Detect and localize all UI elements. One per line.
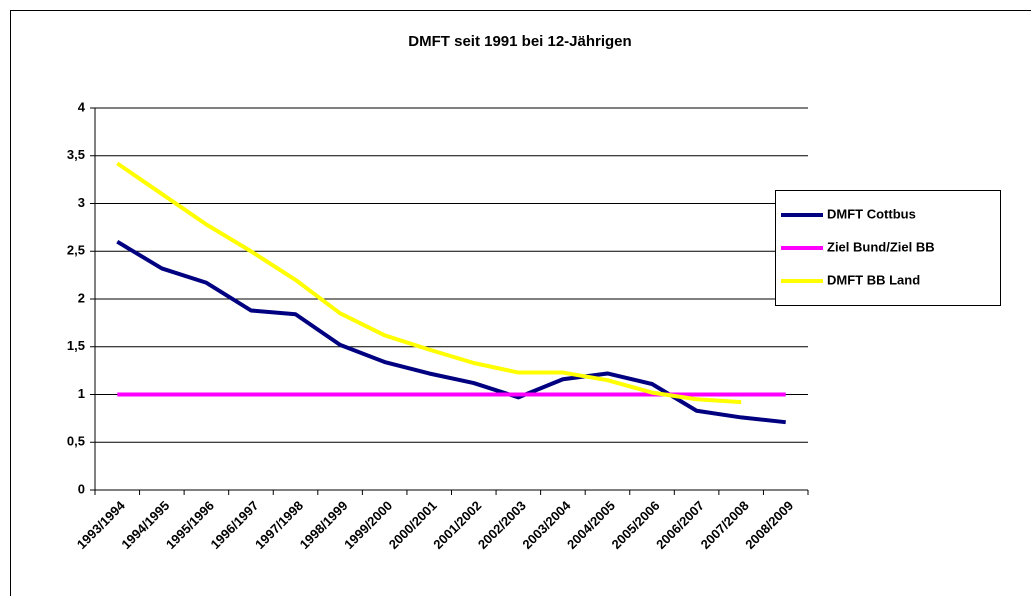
y-tick-label: 2,5 — [67, 243, 85, 258]
chart-title: DMFT seit 1991 bei 12-Jährigen — [408, 33, 631, 50]
y-tick-label: 4 — [78, 99, 86, 114]
legend-label: Ziel Bund/Ziel BB — [827, 239, 935, 254]
y-tick-label: 3 — [78, 195, 85, 210]
y-tick-label: 1 — [78, 386, 85, 401]
legend-label: DMFT BB Land — [827, 272, 920, 287]
series-line — [116, 161, 742, 405]
legend-label: DMFT Cottbus — [827, 206, 916, 221]
y-tick-label: 3,5 — [67, 147, 85, 162]
y-tick-label: 0,5 — [67, 434, 85, 449]
y-tick-label: 2 — [78, 290, 85, 305]
y-tick-label: 1,5 — [67, 338, 85, 353]
y-tick-label: 0 — [78, 481, 85, 496]
